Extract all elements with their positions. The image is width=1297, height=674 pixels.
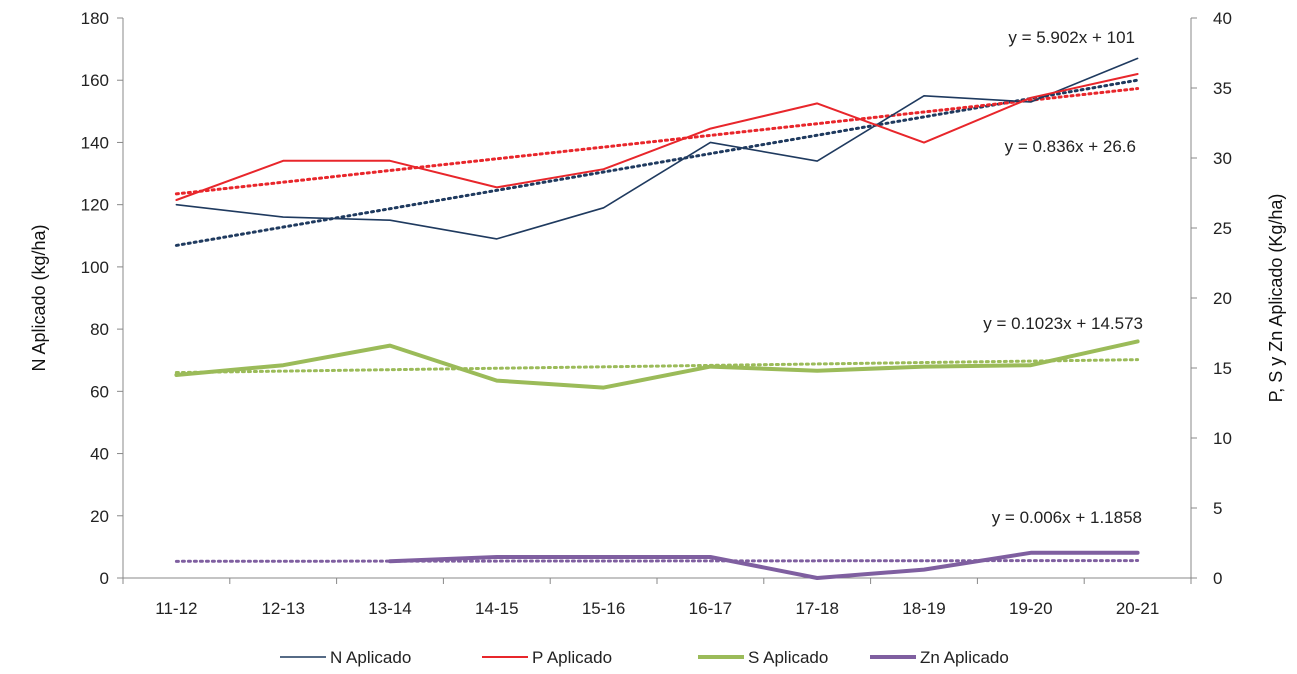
x-tick-label: 14-15 — [475, 599, 518, 618]
x-tick-label: 16-17 — [689, 599, 732, 618]
right-y-ticks: 0 5 10 15 20 25 30 35 40 — [1191, 9, 1232, 588]
right-tick-label: 10 — [1213, 429, 1232, 448]
left-tick-label: 160 — [81, 71, 109, 90]
series-lines — [174, 57, 1140, 580]
trendline-p — [174, 87, 1140, 196]
left-tick-label: 20 — [90, 507, 109, 526]
right-tick-label: 20 — [1213, 289, 1232, 308]
x-tick-label: 12-13 — [261, 599, 304, 618]
left-tick-label: 120 — [81, 196, 109, 215]
x-ticks: 11-12 12-13 13-14 14-15 15-16 16-17 17-18 18-19… — [122, 578, 1192, 618]
left-tick-label: 60 — [90, 382, 109, 401]
right-tick-label: 35 — [1213, 79, 1232, 98]
legend-label-zn: Zn Aplicado — [920, 648, 1009, 667]
equation-zn: y = 0.006x + 1.1858 — [992, 508, 1142, 527]
legend: N Aplicado P Aplicado S Aplicado Zn Aplicad… — [280, 648, 1009, 667]
left-y-ticks: 0 20 40 60 80 100 120 140 160 180 — [81, 9, 123, 588]
x-tick-label: 20-21 — [1116, 599, 1159, 618]
right-tick-label: 5 — [1213, 499, 1222, 518]
x-tick-label: 11-12 — [155, 599, 197, 618]
left-tick-label: 100 — [81, 258, 109, 277]
trendline-s — [174, 358, 1140, 375]
trendline-equations: y = 5.902x + 101 y = 0.836x + 26.6 y = 0… — [983, 28, 1143, 527]
legend-label-p: P Aplicado — [532, 648, 612, 667]
equation-s: y = 0.1023x + 14.573 — [983, 314, 1143, 333]
series-line-zn — [388, 550, 1140, 580]
series-line-n — [175, 57, 1139, 240]
right-tick-label: 25 — [1213, 219, 1232, 238]
x-tick-label: 17-18 — [795, 599, 838, 618]
right-tick-label: 30 — [1213, 149, 1232, 168]
left-tick-label: 80 — [90, 320, 109, 339]
x-tick-label: 15-16 — [582, 599, 625, 618]
equation-n: y = 5.902x + 101 — [1008, 28, 1135, 47]
right-tick-label: 15 — [1213, 359, 1232, 378]
right-tick-label: 40 — [1213, 9, 1232, 28]
legend-label-s: S Aplicado — [748, 648, 828, 667]
x-tick-label: 13-14 — [368, 599, 411, 618]
x-tick-label: 18-19 — [902, 599, 945, 618]
x-tick-label: 19-20 — [1009, 599, 1052, 618]
series-line-s — [174, 339, 1140, 390]
right-tick-label: 0 — [1213, 569, 1222, 588]
left-axis-title: N Aplicado (kg/ha) — [29, 224, 49, 371]
series-line-p — [175, 73, 1139, 201]
left-tick-label: 0 — [100, 569, 109, 588]
left-tick-label: 140 — [81, 133, 109, 152]
equation-p: y = 0.836x + 26.6 — [1005, 137, 1136, 156]
left-tick-label: 180 — [81, 9, 109, 28]
left-tick-label: 40 — [90, 445, 109, 464]
right-axis-title: P, S y Zn Aplicado (Kg/ha) — [1266, 194, 1286, 403]
legend-label-n: N Aplicado — [330, 648, 411, 667]
